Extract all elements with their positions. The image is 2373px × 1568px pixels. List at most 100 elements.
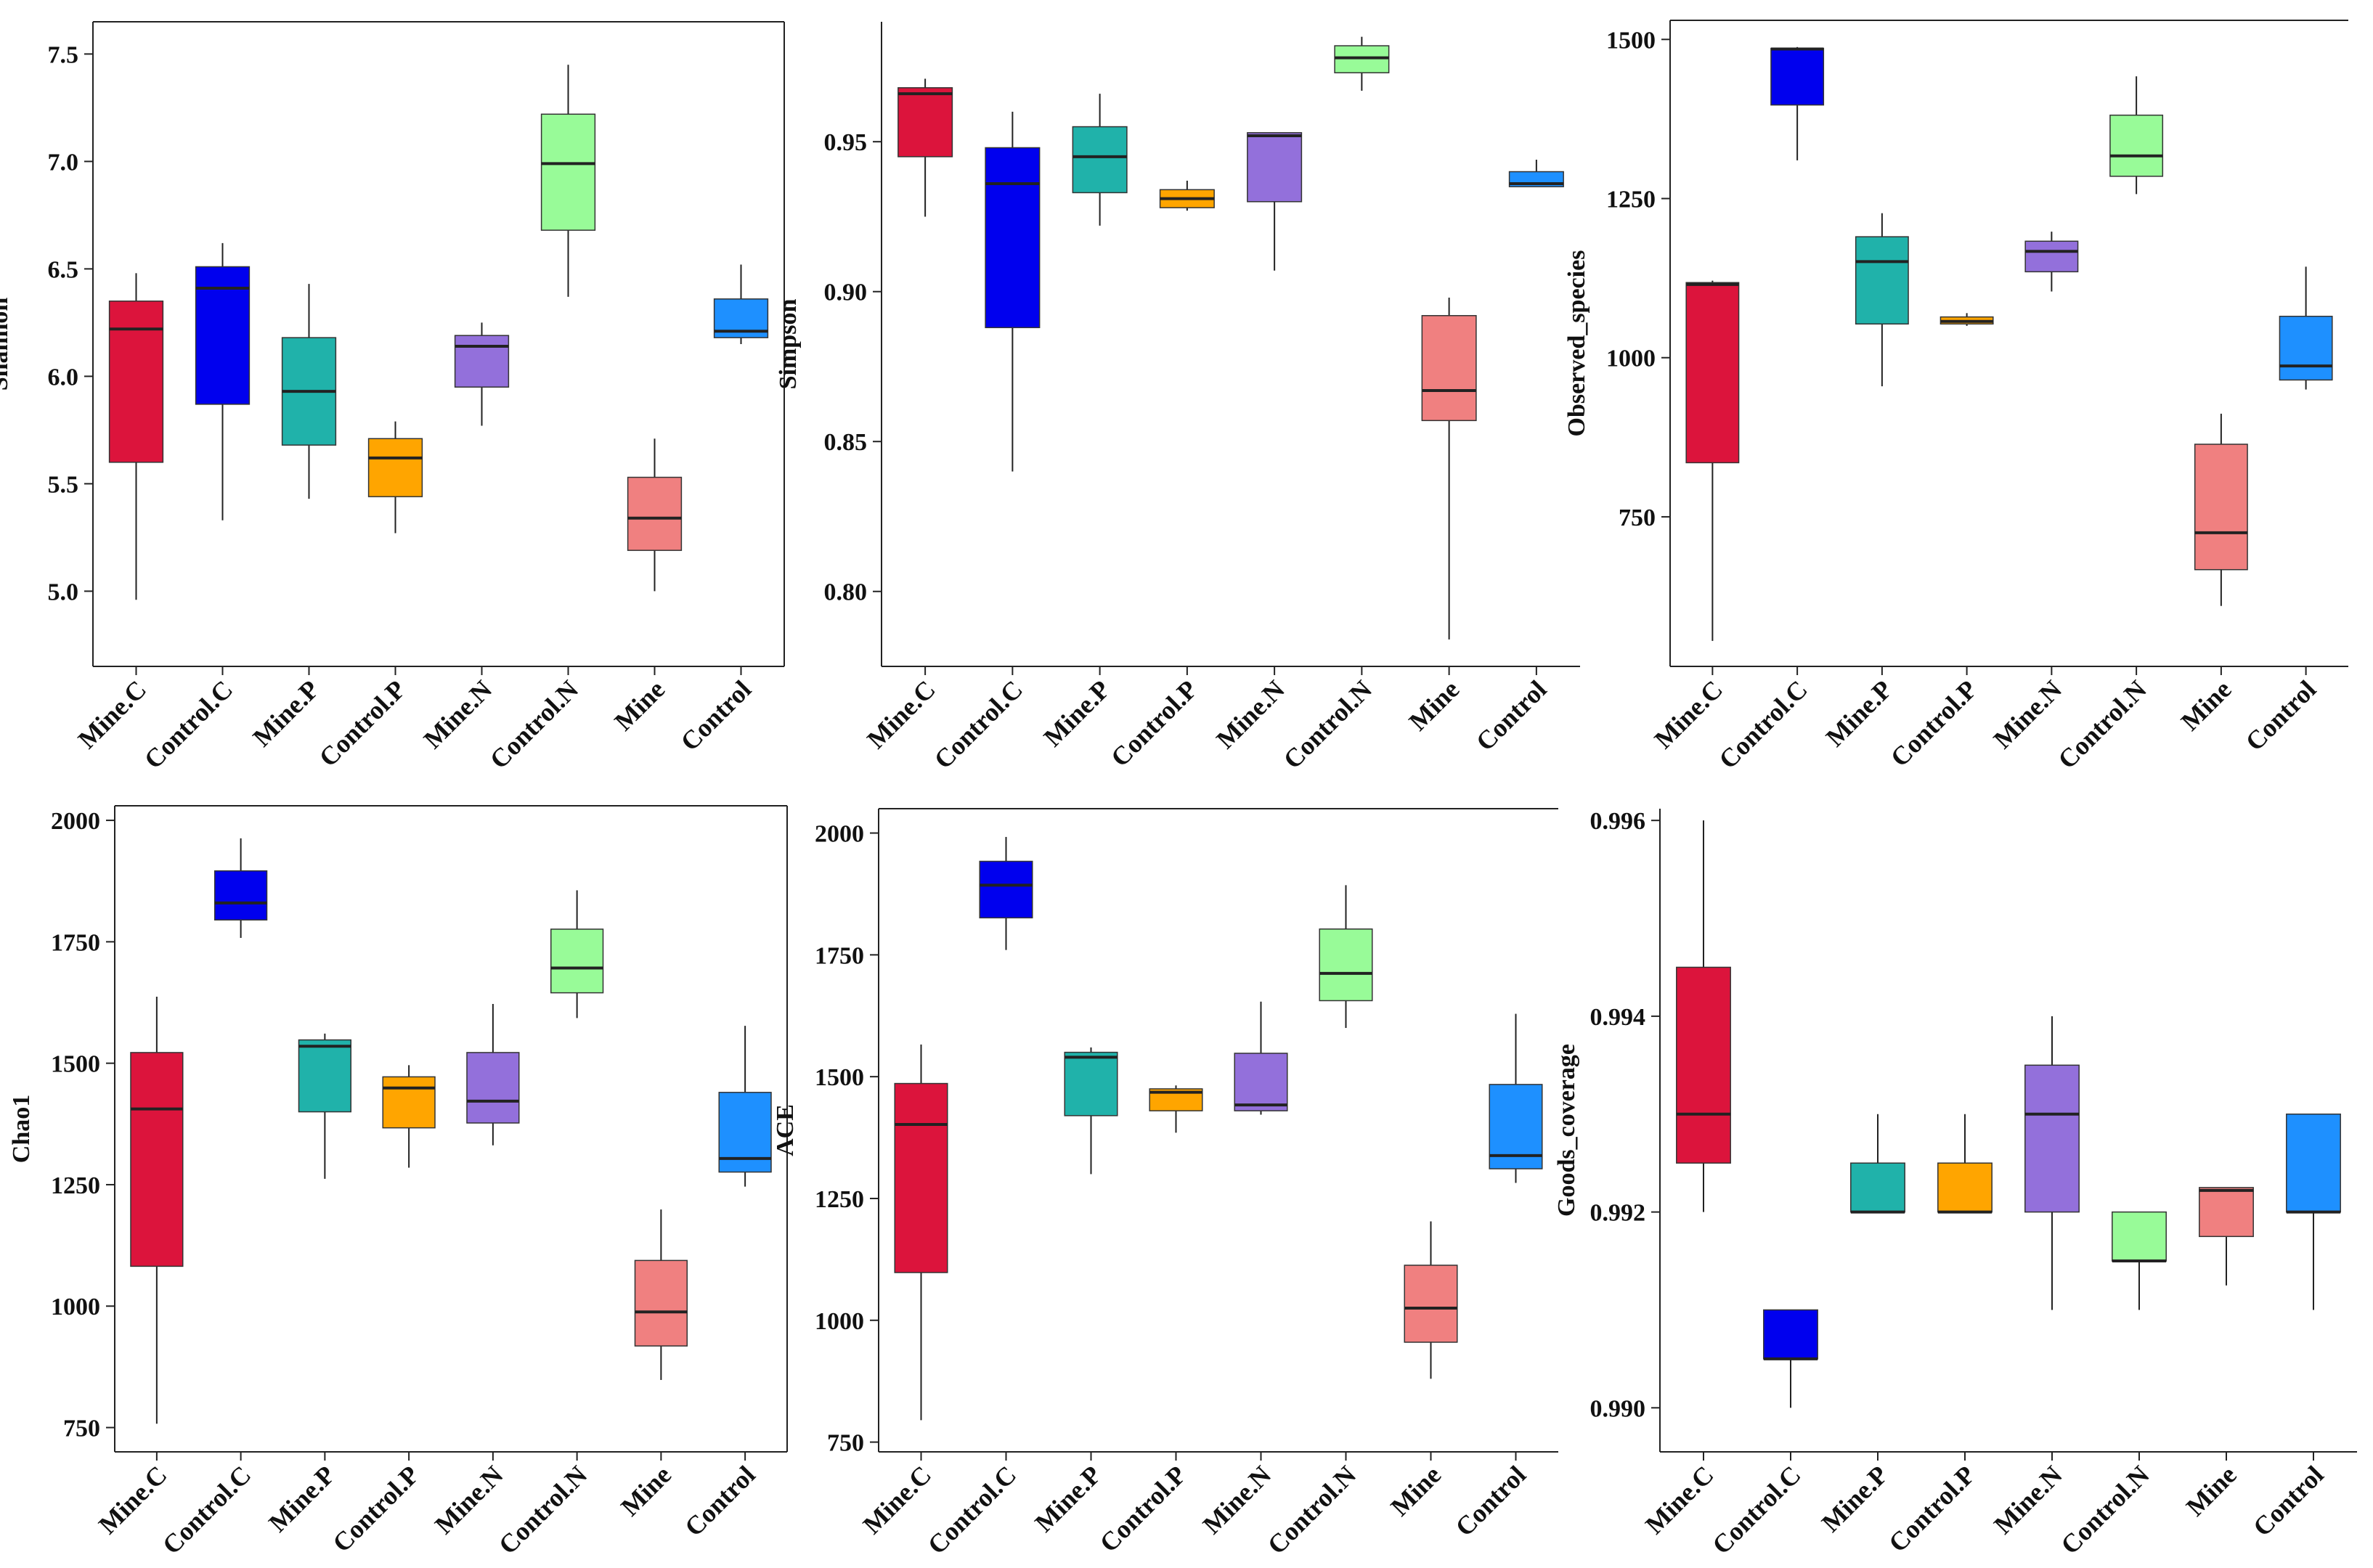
y-tick-label: 2000: [815, 821, 864, 848]
box-control: [2279, 266, 2333, 390]
x-tick-label: Control.C: [1713, 674, 1812, 774]
y-axis-title: Goods_coverage: [1553, 1044, 1580, 1217]
box-control-c: [985, 111, 1041, 472]
box-iqr: [367, 438, 423, 497]
box-control-p: [367, 421, 423, 534]
box-iqr: [1685, 282, 1740, 464]
box-mine: [2194, 413, 2248, 606]
y-tick-label: 7.0: [48, 149, 79, 176]
box-control-n: [1334, 36, 1390, 91]
x-tick-label: Control: [675, 674, 757, 756]
box-iqr: [2279, 315, 2333, 381]
y-axis-title: Chao1: [8, 1095, 35, 1163]
box-mine: [1404, 1221, 1458, 1379]
x-tick-label: Control: [2247, 1460, 2329, 1542]
box-control: [1508, 159, 1564, 187]
box-control-n: [1319, 885, 1373, 1029]
x-tick-label: Mine.C: [861, 674, 941, 754]
x-tick-label: Mine: [615, 1460, 677, 1522]
box-iqr: [2286, 1113, 2341, 1213]
x-tick-label: Mine.P: [263, 1460, 341, 1538]
x-tick-label: Control.P: [1883, 1460, 1981, 1558]
x-tick-label: Mine: [1403, 674, 1465, 736]
y-tick-label: 0.95: [824, 129, 868, 156]
box-iqr: [897, 87, 953, 158]
y-tick-label: 750: [63, 1416, 100, 1442]
y-tick-label: 0.80: [824, 579, 868, 606]
x-tick-label: Mine.C: [858, 1460, 937, 1540]
box-mine: [1421, 297, 1477, 640]
x-tick-label: Control.C: [1706, 1460, 1806, 1559]
box-iqr: [1855, 236, 1909, 325]
x-tick-label: Mine: [1385, 1460, 1446, 1522]
box-control-n: [540, 65, 596, 297]
box-control-n: [2112, 1211, 2167, 1310]
y-tick-label: 1250: [51, 1172, 100, 1199]
box-mine-n: [466, 1004, 520, 1146]
x-tick-label: Control: [1449, 1460, 1531, 1542]
box-iqr: [550, 928, 604, 994]
y-axis-title: Observed_species: [1563, 250, 1590, 437]
y-tick-label: 7.5: [48, 41, 79, 68]
y-axis-title: ACE: [772, 1104, 799, 1156]
box-iqr: [985, 147, 1041, 329]
box-iqr: [213, 870, 268, 921]
box-mine-p: [298, 1033, 352, 1179]
y-tick-label: 6.5: [48, 256, 79, 283]
box-iqr: [1334, 45, 1390, 73]
x-tick-label: Control.C: [929, 674, 1028, 774]
chart-panel-chao1: 75010001250150017502000Chao1Mine.CContro…: [8, 805, 788, 1560]
x-tick-label: Control.P: [1885, 674, 1983, 772]
box-iqr: [979, 860, 1033, 919]
box-mine-c: [130, 996, 184, 1424]
x-tick-label: Mine.C: [1640, 1460, 1719, 1540]
x-tick-label: Control.C: [139, 674, 238, 774]
x-tick-label: Control.N: [493, 1460, 593, 1559]
box-iqr: [1421, 315, 1477, 422]
box-mine-n: [2024, 232, 2079, 292]
box-control-p: [1939, 313, 1994, 326]
x-tick-label: Control.N: [2055, 1460, 2154, 1559]
box-iqr: [2109, 114, 2164, 177]
x-tick-label: Mine.N: [1210, 674, 1290, 754]
x-tick-label: Mine.N: [1988, 1460, 2068, 1540]
y-tick-label: 0.992: [1590, 1200, 1646, 1227]
box-control-p: [1159, 180, 1215, 211]
y-tick-label: 1000: [1606, 346, 1656, 372]
box-mine-n: [1247, 132, 1303, 271]
y-tick-label: 0.994: [1590, 1004, 1646, 1031]
y-tick-label: 1000: [51, 1294, 100, 1320]
box-iqr: [1319, 928, 1373, 1002]
box-iqr: [540, 113, 596, 231]
y-tick-label: 0.90: [824, 279, 868, 306]
box-mine-c: [1676, 820, 1731, 1212]
x-tick-label: Control.C: [157, 1460, 256, 1559]
box-control-p: [1937, 1114, 1993, 1214]
chart-panel-shannon: 5.0 5.5 6.0 6.5 7.0 7.5 Shannon Mine.CControl.C…: [0, 21, 785, 775]
box-mine: [627, 438, 683, 592]
box-iqr: [718, 1092, 772, 1173]
box-control-c: [213, 838, 268, 939]
box-mine-n: [2024, 1016, 2080, 1310]
box-iqr: [894, 1082, 948, 1273]
x-tick-label: Mine.N: [418, 674, 498, 754]
x-tick-label: Mine.N: [1197, 1460, 1277, 1540]
box-control: [713, 264, 769, 344]
box-iqr: [1937, 1162, 1993, 1213]
box-iqr: [466, 1052, 520, 1124]
y-tick-label: 1250: [1606, 187, 1656, 213]
box-iqr: [1247, 132, 1303, 203]
y-tick-label: 2000: [51, 808, 100, 835]
x-tick-label: Control: [2240, 674, 2322, 756]
x-tick-label: Mine.P: [1038, 674, 1116, 752]
y-axis-title: Simpson: [775, 299, 802, 390]
x-tick-label: Control.P: [327, 1460, 425, 1558]
chart-panel-observed_species: 750100012501500Observed_speciesMine.CCon…: [1563, 20, 2348, 775]
y-tick-label: 5.5: [48, 471, 79, 498]
box-iqr: [2194, 444, 2248, 571]
y-tick-label: 1500: [1606, 27, 1656, 54]
box-mine-p: [281, 284, 337, 499]
x-tick-label: Mine.P: [1820, 674, 1898, 752]
box-control-p: [1149, 1085, 1203, 1133]
y-tick-label: 0.85: [824, 429, 868, 456]
